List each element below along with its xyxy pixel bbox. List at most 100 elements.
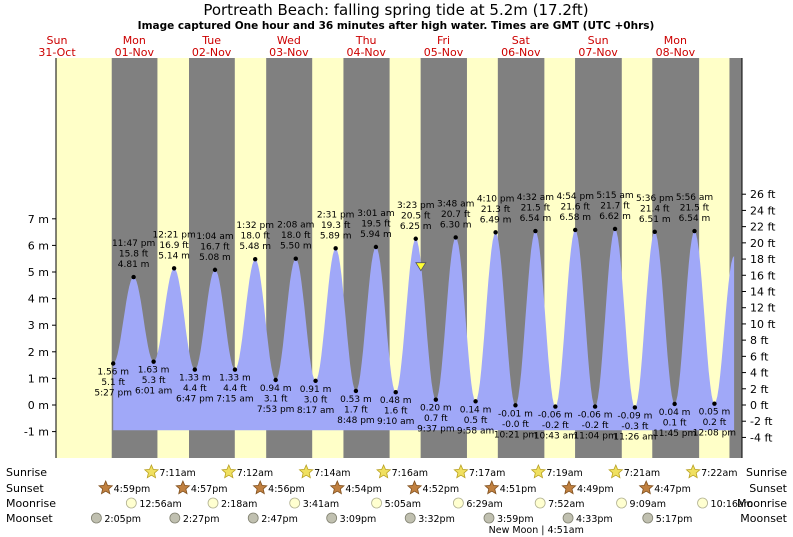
- moonset-time: 2:27pm: [183, 514, 220, 525]
- sunset-icon: [638, 479, 654, 495]
- right-tick-label: 24 ft: [750, 204, 776, 217]
- high-tide-label: 21.5 ft: [680, 204, 710, 214]
- high-tide-label: 16.7 ft: [200, 242, 230, 252]
- low-tide-label: 1.33 m: [219, 374, 251, 384]
- low-tide-label: -0.2 ft: [542, 421, 569, 431]
- sunset-time: 4:59pm: [114, 484, 151, 495]
- high-tide-label: 6.54 m: [679, 214, 711, 224]
- high-tide-label: 2:08 am: [277, 221, 314, 231]
- moonset-icon: [326, 512, 338, 524]
- high-tide-label: 5.14 m: [158, 251, 190, 261]
- low-tide-label: 0.48 m: [380, 396, 412, 406]
- chart-subtitle: Image captured One hour and 36 minutes a…: [138, 20, 655, 32]
- right-tick-label: 10 ft: [750, 318, 776, 331]
- day-name-label: Fri: [437, 34, 450, 47]
- high-tide-label: 19.3 ft: [321, 221, 351, 231]
- sunset-row-label-right: Sunset: [749, 482, 787, 495]
- high-tide-label: 4:10 pm: [477, 194, 515, 204]
- high-tide-label: 6.62 m: [599, 212, 631, 222]
- low-tide-label: 9:10 am: [377, 417, 414, 427]
- day-date-label: 02-Nov: [192, 46, 232, 59]
- moonset-time: 5:17pm: [656, 514, 693, 525]
- high-tide-dot: [131, 274, 136, 280]
- day-date-label: 05-Nov: [424, 46, 464, 59]
- low-tide-label: 4.4 ft: [183, 384, 207, 394]
- moonrise-row-label-left: Moonrise: [6, 497, 56, 510]
- low-tide-label: 10:21 pm: [494, 430, 537, 440]
- high-tide-label: 5:15 am: [596, 191, 633, 201]
- high-tide-label: 4:54 pm: [556, 192, 594, 202]
- sunset-icon: [98, 479, 114, 495]
- low-tide-label: -0.0 ft: [502, 420, 529, 430]
- low-tide-label: -0.06 m: [538, 411, 573, 421]
- right-tick-label: 16 ft: [750, 269, 776, 282]
- high-tide-dot: [293, 256, 298, 261]
- day-name-label: Sun: [47, 34, 68, 47]
- sunrise-time: 7:19am: [546, 468, 582, 479]
- moonset-icon: [404, 512, 416, 524]
- sun-icon: [685, 463, 701, 479]
- moonrise-time: 3:41am: [303, 499, 339, 510]
- day-name-label: Wed: [277, 34, 301, 47]
- low-tide-label: 9:58 am: [457, 426, 494, 436]
- new-moon-label: New Moon | 4:51am: [489, 525, 584, 536]
- low-tide-dot: [473, 399, 478, 404]
- low-tide-label: 0.05 m: [699, 408, 731, 418]
- high-tide-label: 4:32 am: [517, 193, 554, 203]
- low-tide-label: 4.4 ft: [223, 384, 247, 394]
- high-tide-dot: [652, 229, 657, 235]
- moonset-icon: [169, 512, 181, 524]
- moonset-row-label-left: Moonset: [6, 512, 53, 525]
- day-date-label: 04-Nov: [346, 46, 386, 59]
- right-tick-label: 8 ft: [750, 334, 769, 347]
- sunrise-time: 7:16am: [392, 468, 428, 479]
- moonrise-icon: [452, 497, 464, 509]
- low-tide-dot: [672, 401, 677, 407]
- left-tick-label: -1 m: [24, 426, 49, 439]
- high-tide-label: 6.54 m: [520, 214, 552, 224]
- right-tick-label: 6 ft: [750, 350, 769, 363]
- sunrise-row-label-right: Sunrise: [746, 466, 787, 479]
- low-tide-label: 12:08 pm: [693, 429, 736, 439]
- low-tide-dot: [313, 378, 318, 383]
- moonset-time: 2:05pm: [104, 514, 141, 525]
- high-tide-label: 15.8 ft: [119, 250, 149, 260]
- sunset-icon: [329, 479, 345, 495]
- moonrise-icon: [289, 497, 301, 509]
- sunset-row-label-left: Sunset: [6, 482, 44, 495]
- day-date-label: 06-Nov: [501, 46, 541, 59]
- high-tide-label: 6.25 m: [400, 222, 432, 232]
- moonrise-icon: [207, 497, 219, 509]
- low-tide-dot: [232, 367, 238, 372]
- low-tide-label: 11:04 pm: [573, 432, 616, 442]
- low-tide-label: 0.94 m: [260, 384, 292, 394]
- high-tide-label: 5.08 m: [199, 253, 231, 263]
- moonrise-icon: [534, 497, 546, 509]
- low-tide-dot: [513, 403, 518, 408]
- right-tick-label: 12 ft: [750, 302, 776, 315]
- high-tide-label: 21.7 ft: [600, 201, 630, 211]
- right-tick-label: 18 ft: [750, 253, 776, 266]
- day-name-label: Mon: [664, 34, 687, 47]
- sunset-time: 4:47pm: [654, 484, 691, 495]
- low-tide-label: -0.09 m: [617, 411, 652, 421]
- low-tide-dot: [110, 361, 116, 366]
- moonrise-icon: [616, 497, 627, 509]
- sunrise-time: 7:21am: [624, 468, 660, 479]
- sunset-time: 4:52pm: [423, 484, 460, 495]
- low-tide-label: 3.1 ft: [264, 394, 288, 404]
- high-tide-label: 5.48 m: [239, 242, 271, 252]
- high-tide-dot: [692, 228, 697, 234]
- low-tide-label: 1.56 m: [97, 368, 129, 378]
- low-tide-dot: [632, 405, 638, 410]
- sunrise-time: 7:11am: [159, 468, 195, 479]
- low-tide-label: 1.6 ft: [384, 407, 408, 417]
- low-tide-label: 0.1 ft: [663, 418, 687, 428]
- high-tide-label: 1:32 pm: [236, 221, 274, 231]
- moonset-time: 3:59pm: [497, 514, 534, 525]
- high-tide-label: 5:36 pm: [636, 194, 674, 204]
- low-tide-label: 0.20 m: [420, 404, 452, 414]
- high-tide-label: 3:48 am: [437, 199, 474, 209]
- left-tick-label: 2 m: [28, 346, 49, 359]
- sun-icon: [143, 463, 160, 479]
